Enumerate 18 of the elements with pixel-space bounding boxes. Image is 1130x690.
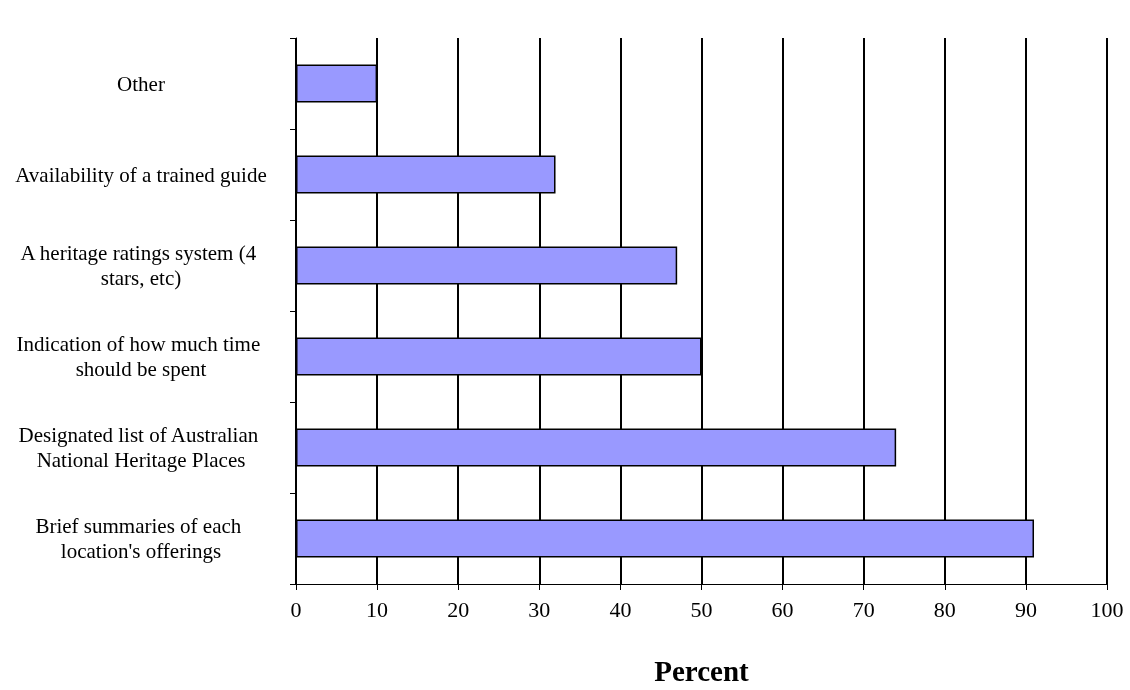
x-tick-label: 30 (528, 596, 551, 622)
x-tick-label: 20 (447, 596, 470, 622)
x-tick-label: 60 (771, 596, 794, 622)
x-tick-label: 90 (1014, 596, 1037, 622)
y-tick-label: Designated list of Australian National Heritage Places (18, 423, 264, 472)
x-tick-label: 40 (609, 596, 632, 622)
x-tick-label: 0 (290, 596, 302, 622)
y-tick-label: Availability of a trained guide (15, 162, 267, 187)
y-tick-label: Indication of how much time should be spent (16, 332, 266, 381)
x-tick-label: 80 (933, 596, 956, 622)
y-tick-label: Other (117, 71, 165, 96)
y-tick-label: Brief summaries of each location's offerings (35, 514, 247, 563)
x-tick-label: 100 (1090, 596, 1124, 622)
x-axis-title: Percent (654, 654, 750, 687)
y-tick-label: A heritage ratings system (4 stars, etc) (20, 241, 262, 290)
x-tick-label: 50 (690, 596, 713, 622)
x-tick-label: 10 (366, 596, 389, 622)
x-tick-label: 70 (852, 596, 875, 622)
